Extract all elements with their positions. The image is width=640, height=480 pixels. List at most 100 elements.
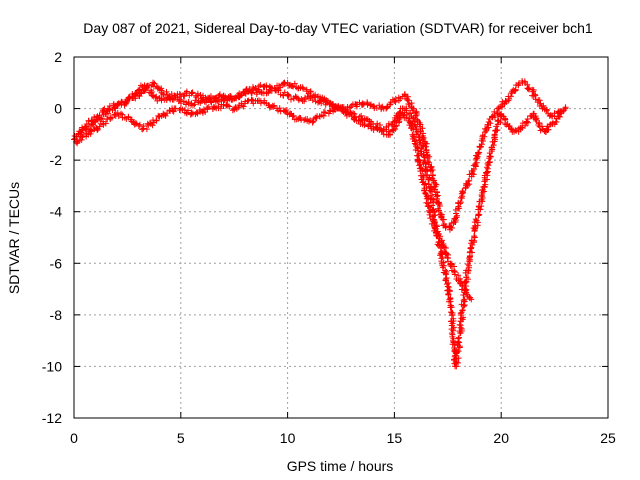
data-point-marker (281, 81, 288, 88)
data-point-marker (479, 198, 486, 205)
y-tick-label: -2 (50, 152, 63, 168)
data-point-marker (410, 126, 417, 133)
data-point-marker (132, 95, 139, 102)
plot-frame (73, 56, 609, 419)
data-point-marker (495, 117, 502, 124)
data-point-marker (153, 117, 160, 124)
data-point-marker (287, 96, 294, 103)
data-point-marker (532, 116, 539, 123)
data-point-marker (309, 119, 316, 126)
data-point-marker (487, 158, 494, 165)
data-point-marker (458, 327, 465, 334)
data-point-marker (423, 140, 430, 147)
data-points (71, 78, 569, 370)
data-point-marker (475, 212, 482, 219)
data-point-marker (544, 107, 551, 114)
data-point-marker (457, 318, 464, 325)
data-point-marker (162, 112, 169, 119)
data-point-marker (285, 91, 292, 98)
data-point-marker (546, 121, 553, 128)
data-point-marker (468, 237, 475, 244)
data-point-marker (507, 93, 514, 100)
data-point-marker (310, 118, 317, 125)
data-point-marker (226, 103, 233, 110)
data-point-marker (475, 203, 482, 210)
data-point-marker (421, 181, 428, 188)
data-point-marker (425, 176, 432, 183)
data-point-marker (420, 130, 427, 137)
data-point-marker (285, 92, 292, 99)
data-point-marker (524, 116, 531, 123)
data-point-marker (430, 221, 437, 228)
data-point-marker (429, 172, 436, 179)
data-point-marker (476, 211, 483, 218)
data-point-marker (491, 132, 498, 139)
data-point-marker (445, 290, 452, 297)
data-point-marker (460, 314, 467, 321)
y-tick-label: 2 (54, 49, 62, 65)
x-tick-label: 25 (600, 430, 616, 446)
data-point-marker (358, 116, 365, 123)
y-tick-label: -6 (50, 255, 63, 271)
data-point-marker (525, 85, 532, 92)
data-point-marker (378, 106, 385, 113)
data-point-marker (433, 181, 440, 188)
data-point-marker (150, 79, 157, 86)
data-point-marker (444, 287, 451, 294)
data-point-marker (473, 217, 480, 224)
data-point-marker (429, 188, 436, 195)
data-point-marker (271, 102, 278, 109)
data-point-marker (484, 121, 491, 128)
data-point-marker (172, 105, 179, 112)
data-point-marker (291, 80, 298, 87)
y-tick-label: -12 (42, 410, 62, 426)
data-point-marker (189, 89, 196, 96)
data-point-marker (460, 282, 467, 289)
data-point-marker (471, 234, 478, 241)
data-point-marker (478, 137, 485, 144)
data-point-marker (436, 203, 443, 210)
data-point-marker (407, 120, 414, 127)
data-point-marker (320, 109, 327, 116)
data-point-marker (422, 160, 429, 167)
x-axis-label: GPS time / hours (287, 458, 394, 474)
data-point-marker (152, 94, 159, 101)
data-point-marker (224, 102, 231, 109)
data-point-marker (460, 297, 467, 304)
data-point-marker (102, 120, 109, 127)
data-point-marker (491, 112, 498, 119)
data-point-marker (416, 162, 423, 169)
data-point-marker (238, 91, 245, 98)
data-point-marker (451, 341, 458, 348)
data-point-marker (267, 84, 274, 91)
y-tick-label: -4 (50, 204, 63, 220)
x-tick-label: 5 (177, 430, 185, 446)
data-point-marker (176, 96, 183, 103)
data-point-marker (188, 90, 195, 97)
data-point-marker (552, 119, 559, 125)
data-point-marker (414, 131, 421, 138)
data-point-marker (453, 347, 460, 354)
data-point-marker (443, 268, 450, 275)
data-point-marker (100, 106, 107, 113)
data-point-marker (219, 93, 226, 100)
data-point-marker (388, 121, 395, 128)
data-point-marker (476, 149, 483, 156)
data-point-marker (542, 106, 549, 113)
data-point-marker (78, 136, 85, 143)
x-tick-label: 10 (280, 430, 296, 446)
data-point-marker (468, 249, 475, 256)
data-point-marker (470, 171, 477, 178)
data-point-marker (143, 126, 150, 133)
data-point-marker (430, 198, 437, 205)
data-point-marker (515, 81, 522, 88)
data-point-marker (531, 91, 538, 98)
data-point-marker (439, 253, 446, 260)
data-point-marker (494, 126, 501, 133)
data-point-marker (191, 101, 198, 108)
data-point-marker (146, 82, 153, 89)
data-point-marker (490, 142, 497, 149)
data-point-marker (493, 109, 500, 116)
data-point-marker (385, 122, 392, 129)
data-point-marker (159, 91, 166, 98)
